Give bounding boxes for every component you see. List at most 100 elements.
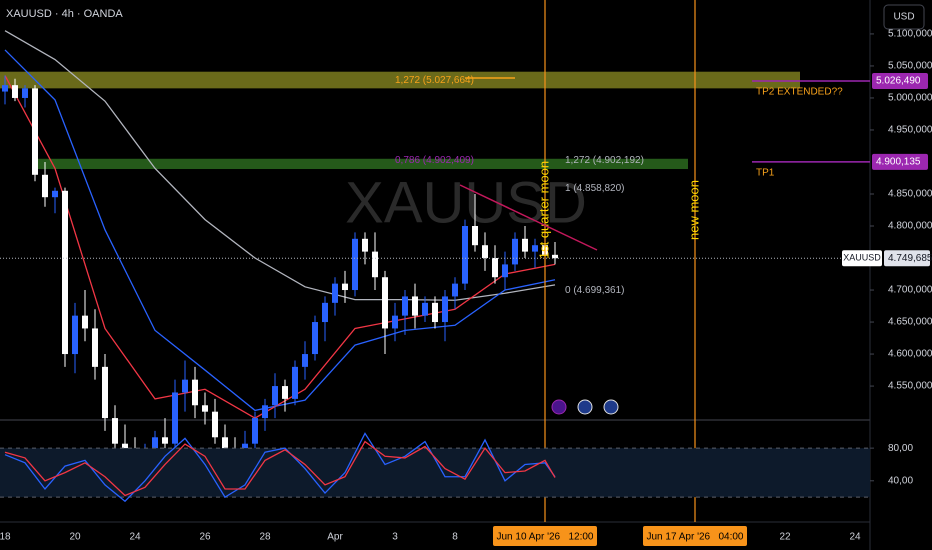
candle-body <box>32 88 38 175</box>
target-price: 5.026,490 <box>876 76 921 87</box>
target-price-box <box>872 153 928 170</box>
y-tick-label: 5.000,000 <box>888 93 932 104</box>
candle-body <box>102 366 108 419</box>
event-label: new moon <box>686 180 701 240</box>
target-name: TP1 <box>756 168 775 179</box>
x-tick-label: 18 <box>0 532 11 543</box>
candle-body <box>12 85 18 98</box>
y-tick-label: 4.550,000 <box>888 381 932 392</box>
candle-body <box>92 328 98 367</box>
x-tick-label: 28 <box>259 532 271 543</box>
level-label: 1 (4.858,820) <box>565 183 625 194</box>
target-name: TP2 EXTENDED?? <box>756 87 843 98</box>
moving-averages <box>4 30 556 419</box>
candle-body <box>252 418 258 444</box>
candle-body <box>212 411 218 438</box>
candle-body <box>182 379 188 393</box>
oscillator-band <box>0 448 870 498</box>
y-tick-label: 4.850,000 <box>888 189 932 200</box>
y-tick-label: 4.650,000 <box>888 317 932 328</box>
y-tick-label: 5.100,000 <box>888 29 932 40</box>
candle-body <box>272 386 278 406</box>
oscillator-line <box>4 432 556 503</box>
oscillator-tick-label: 80,00 <box>888 443 913 454</box>
moving-average <box>4 75 556 419</box>
candle-body <box>172 392 178 444</box>
last-price-box <box>884 250 930 267</box>
candle-body <box>552 254 558 259</box>
candle-body <box>2 85 8 92</box>
level-label: 0,786 (4.902,409) <box>395 155 474 166</box>
candle-body <box>62 190 68 355</box>
event-icon[interactable] <box>577 399 593 415</box>
candle-body <box>342 283 348 291</box>
currency-button[interactable] <box>883 4 925 30</box>
x-tick-label: 22 <box>779 532 791 543</box>
candle-body <box>322 302 328 323</box>
last-price-label: 4.749,685 <box>888 253 932 264</box>
candle-body <box>222 437 228 451</box>
candle-body <box>162 437 168 444</box>
axes: 5.026,490 4.900,135 5.100,000 5.050,000 5.00… <box>0 29 932 546</box>
candle-body <box>492 258 498 278</box>
x-tick-label: 24 <box>129 532 141 543</box>
currency[interactable]: USD <box>893 12 914 23</box>
candle-body <box>202 405 208 412</box>
zone <box>0 71 800 89</box>
candle-body <box>72 315 78 355</box>
candle-body <box>282 386 288 399</box>
candle-body <box>412 296 418 316</box>
candle-body <box>452 283 458 297</box>
candle-body <box>352 238 358 291</box>
x-tick-label: 24 <box>849 532 861 543</box>
candle-body <box>462 226 468 284</box>
event-icons <box>551 399 619 415</box>
symbol-label: XAUUSD <box>843 253 881 263</box>
y-tick-label: 4.700,000 <box>888 285 932 296</box>
candle-body <box>402 296 408 316</box>
candle-body <box>292 366 298 399</box>
candle-body <box>332 283 338 303</box>
x-tick-label: 26 <box>199 532 211 543</box>
watermark: XAUUSD <box>345 170 587 235</box>
time-highlight-box <box>493 526 597 546</box>
event-label: 1st quarter moon <box>536 161 551 259</box>
target-price-box <box>872 72 928 89</box>
y-tick-label: 4.800,000 <box>888 221 932 232</box>
candle-body <box>482 245 488 259</box>
annotations: 1,272 (5.027,664) 0,786 (4.902,409) 1,272 … <box>0 0 870 522</box>
candles <box>2 75 558 483</box>
candle-body <box>422 302 428 316</box>
x-tick-label: Jun 10 Apr '26 12:00 <box>497 532 594 543</box>
candle-body <box>442 296 448 323</box>
oscillator: 80,00 40,00 <box>0 432 913 503</box>
zone <box>38 158 688 170</box>
candle-body <box>472 226 478 246</box>
event-icon[interactable] <box>551 399 567 415</box>
oscillator-tick-label: 40,00 <box>888 475 913 486</box>
x-tick-label: Jun 17 Apr '26 04:00 <box>647 532 744 543</box>
time-highlight-box <box>643 526 747 546</box>
moving-average <box>4 30 556 301</box>
candle-body <box>532 245 538 252</box>
x-tick-label: 8 <box>452 532 458 543</box>
candle-body <box>382 277 388 329</box>
candle-body <box>362 238 368 252</box>
zones <box>0 71 800 170</box>
candle-body <box>82 315 88 329</box>
trend-line <box>459 184 598 251</box>
candle-body <box>372 251 378 278</box>
candle-body <box>42 174 48 198</box>
candle-body <box>302 354 308 367</box>
event-icon[interactable] <box>603 399 619 415</box>
candle-body <box>152 437 158 451</box>
candle-body <box>52 190 58 198</box>
x-tick-label: 3 <box>392 532 398 543</box>
y-tick-label: 4.600,000 <box>888 349 932 360</box>
candle-body <box>262 405 268 419</box>
y-tick-label: 4.950,000 <box>888 125 932 136</box>
candle-body <box>192 379 198 406</box>
symbol-box <box>842 250 882 267</box>
